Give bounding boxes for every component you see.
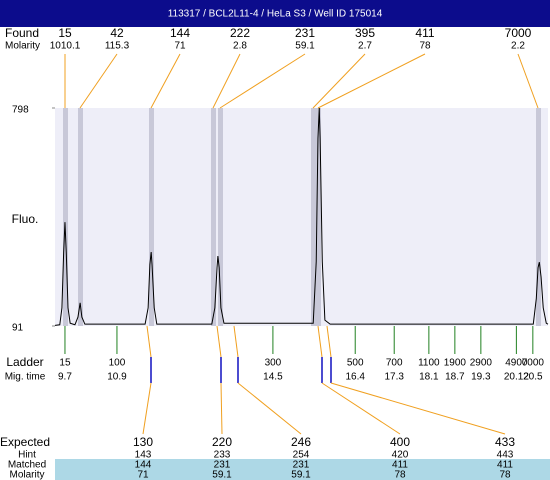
expected-size: 400 — [390, 435, 410, 449]
expected-molarity: 59.1 — [212, 470, 232, 480]
found-connector — [150, 53, 181, 109]
expected-molarity: 59.1 — [291, 470, 311, 480]
expected-connector — [220, 382, 223, 435]
found-size: 15 — [58, 26, 72, 40]
found-connector — [317, 53, 426, 109]
found-size: 411 — [415, 26, 434, 40]
y-tick-label: 798 — [12, 105, 29, 116]
found-label: Found — [5, 26, 39, 40]
expected-connector — [321, 382, 401, 435]
found-connector — [212, 53, 241, 109]
ladder-size: 700 — [386, 358, 403, 369]
ladder-time: 19.3 — [471, 372, 491, 383]
found-connector — [517, 53, 539, 109]
peak-band — [211, 108, 216, 326]
matched: 411 — [392, 460, 408, 471]
matched: 411 — [497, 460, 513, 471]
title-bar — [0, 0, 550, 27]
hint: 143 — [135, 450, 152, 461]
ladder-size: 7000 — [522, 358, 545, 369]
hint: 254 — [293, 450, 310, 461]
band-connector — [146, 325, 152, 358]
ladder-time: 16.4 — [345, 372, 365, 383]
band-connector — [326, 325, 332, 358]
expected-size: 246 — [291, 435, 311, 449]
expected-size: 130 — [133, 435, 153, 449]
peak-band — [63, 108, 68, 326]
ladder-time-label: Mig. time — [5, 372, 46, 383]
found-molarity: 2.2 — [511, 41, 525, 52]
found-size: 395 — [355, 26, 375, 40]
matched-band — [55, 459, 550, 480]
ladder-time: 18.7 — [445, 372, 465, 383]
found-connector — [219, 53, 306, 109]
expected-molarity: 71 — [137, 470, 149, 480]
peak-band — [316, 108, 321, 326]
ladder-time: 20.12 — [504, 372, 529, 383]
found-size: 42 — [110, 26, 124, 40]
band-connector — [216, 325, 222, 358]
ladder-size: 100 — [109, 358, 126, 369]
expected-size: 220 — [212, 435, 232, 449]
matched: 231 — [293, 460, 310, 471]
matched: 231 — [214, 460, 231, 471]
found-connector — [79, 53, 118, 109]
ladder-time: 17.3 — [384, 372, 404, 383]
peak-band — [149, 108, 154, 326]
expected-molarity-label: Molarity — [9, 470, 44, 480]
found-molarity: 1010.1 — [50, 41, 81, 52]
band-connector — [317, 325, 323, 358]
expected-connector — [142, 382, 152, 435]
found-molarity: 71 — [174, 41, 186, 52]
ladder-time: 14.5 — [263, 372, 283, 383]
ladder-time: 9.7 — [58, 372, 72, 383]
trace — [54, 107, 549, 326]
ladder-time: 20.5 — [523, 372, 543, 383]
ladder-size: 500 — [347, 358, 364, 369]
expected-connector — [237, 382, 302, 435]
expected-label: Expected — [0, 435, 50, 449]
found-molarity: 2.8 — [233, 41, 247, 52]
plot-area — [55, 108, 548, 326]
y-label: Fluo. — [12, 212, 39, 226]
ladder-size: 15 — [59, 358, 71, 369]
expected-molarity: 78 — [394, 470, 406, 480]
hint: 233 — [214, 450, 231, 461]
hint: 420 — [392, 450, 409, 461]
found-size: 231 — [295, 26, 315, 40]
expected-connector — [330, 382, 506, 435]
ladder-label: Ladder — [6, 355, 43, 369]
peak-band — [536, 108, 541, 326]
hint: 443 — [497, 450, 514, 461]
ladder-size: 1900 — [444, 358, 467, 369]
peak-band — [311, 108, 316, 326]
ladder-time: 18.1 — [419, 372, 439, 383]
band-connector — [233, 325, 239, 358]
ladder-size: 2900 — [470, 358, 493, 369]
ladder-time: 10.9 — [107, 372, 127, 383]
found-molarity: 78 — [419, 41, 431, 52]
hint-label: Hint — [18, 450, 36, 461]
found-molarity-label: Molarity — [5, 41, 40, 52]
title: 113317 / BCL2L11-4 / HeLa S3 / Well ID 1… — [168, 9, 383, 20]
found-molarity: 115.3 — [105, 41, 130, 52]
peak-band — [218, 108, 223, 326]
matched-label: Matched — [8, 460, 46, 471]
expected-size: 433 — [495, 435, 515, 449]
ladder-size: 4900 — [505, 358, 528, 369]
expected-molarity: 78 — [499, 470, 511, 480]
found-connector — [312, 53, 366, 109]
found-size: 222 — [230, 26, 250, 40]
matched: 144 — [135, 460, 152, 471]
peak-band — [78, 108, 83, 326]
ladder-size: 300 — [265, 358, 282, 369]
ladder-size: 1100 — [418, 358, 440, 369]
found-molarity: 2.7 — [358, 41, 372, 52]
y-tick-label: 91 — [12, 323, 24, 334]
found-size: 7000 — [505, 26, 532, 40]
found-molarity: 59.1 — [295, 41, 315, 52]
found-size: 144 — [170, 26, 190, 40]
